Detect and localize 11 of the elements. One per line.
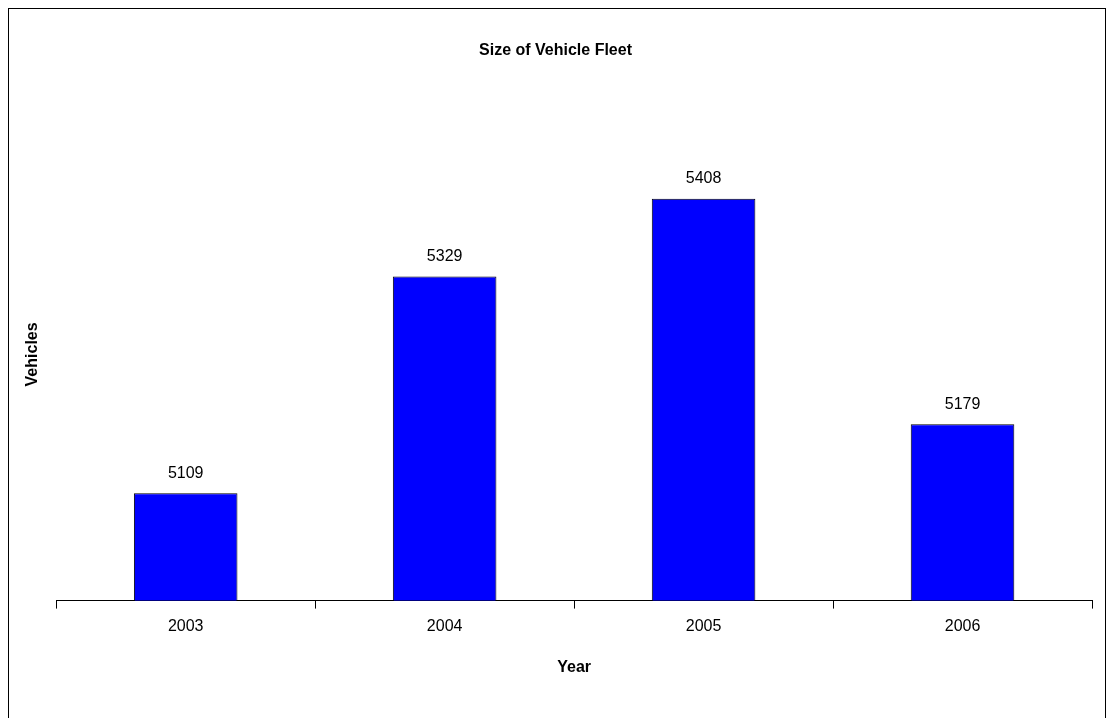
chart-title: Size of Vehicle Fleet <box>479 41 633 59</box>
x-tick-label: 2003 <box>167 616 204 634</box>
x-tick-label: 2004 <box>426 616 463 634</box>
x-axis-title: Year <box>557 657 592 675</box>
data-label: 5179 <box>944 394 981 412</box>
data-label: 5408 <box>685 169 722 187</box>
y-axis-title: Vehicles <box>23 322 41 387</box>
x-tick-label: 2006 <box>944 616 981 634</box>
data-label: 5109 <box>167 463 204 481</box>
data-label: 5329 <box>426 247 463 265</box>
x-tick-label: 2005 <box>685 616 722 634</box>
